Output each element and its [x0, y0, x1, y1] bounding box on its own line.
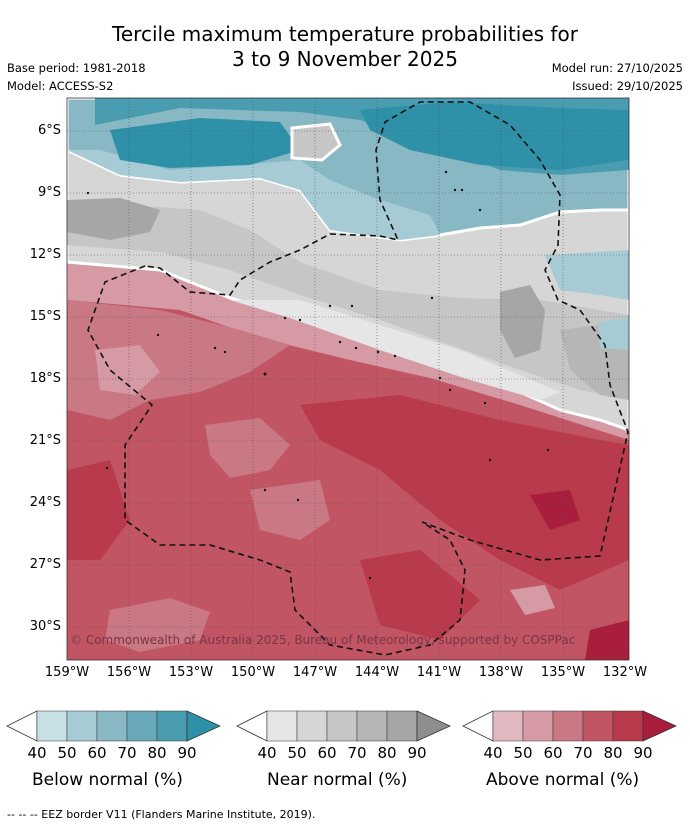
map-field [67, 98, 629, 660]
above-light-patch-west [95, 345, 160, 395]
islands [86, 170, 550, 580]
lon-label: 132°W [602, 665, 648, 680]
tick-label: 40 [257, 744, 277, 762]
near-dark-patch-2 [500, 285, 545, 358]
map-title: Tercile maximum temperature probabilitie… [0, 22, 690, 72]
lon-label: 144°W [354, 665, 400, 680]
colorbar-below-normal [6, 710, 221, 742]
meta-left: Base period: 1981-2018 Model: ACCESS-S2 [7, 59, 146, 95]
tick-label: 60 [87, 744, 107, 762]
legend-title: Above normal (%) [486, 770, 640, 790]
lon-label: 135°W [540, 665, 586, 680]
near-mid-band [67, 205, 629, 400]
above-darkest-patch-1 [530, 490, 580, 530]
lon-label: 153°W [168, 665, 214, 680]
above-darkest-patch-2 [585, 620, 629, 660]
tick-label: 80 [377, 744, 397, 762]
lat-label: 30°S [29, 619, 61, 634]
lon-label: 141°W [416, 665, 462, 680]
lat-label: 15°S [29, 309, 61, 324]
tick-label: 80 [147, 744, 167, 762]
probability-map [66, 97, 630, 661]
below-light-patch-east [545, 250, 629, 300]
lat-label: 24°S [29, 495, 61, 510]
eez-footnote: -- -- -- EEZ border V11 (Flanders Marine… [7, 808, 316, 821]
legend-title: Below normal (%) [32, 770, 183, 790]
eez-border-french-polynesia [87, 101, 629, 656]
lon-label: 147°W [292, 665, 338, 680]
near-light-patch [230, 300, 560, 400]
legend-below-normal: 40 50 60 70 80 90 Below normal (%) [6, 708, 222, 790]
tick-label: 70 [573, 744, 593, 762]
tick-label: 60 [317, 744, 337, 762]
map-title-line1: Tercile maximum temperature probabilitie… [112, 22, 578, 46]
map-title-line2: 3 to 9 November 2025 [232, 47, 458, 71]
tick-label: 90 [177, 744, 197, 762]
copyright-notice: © Commonwealth of Australia 2025, Bureau… [70, 633, 576, 647]
lat-label: 12°S [29, 247, 61, 262]
lat-label: 6°S [37, 123, 61, 138]
above-dark-patch-south [360, 550, 480, 640]
legend-title: Near normal (%) [267, 770, 408, 790]
map-gridlines [67, 98, 629, 660]
near-dark-patch-1 [67, 198, 160, 240]
tick-label: 50 [57, 744, 77, 762]
above-mid-patch-4 [105, 598, 210, 652]
colorbar-above-normal [462, 710, 677, 742]
map-frame [66, 97, 630, 661]
near-patch-in-below [290, 122, 342, 162]
lon-label: 138°W [478, 665, 524, 680]
model-run-text: Model run: 27/10/2025 [551, 61, 683, 75]
lon-label: 159°W [44, 665, 90, 680]
below-darkest-core [110, 118, 300, 168]
tick-label: 40 [27, 744, 47, 762]
lon-label: 156°W [106, 665, 152, 680]
above-mid-patch-2 [205, 418, 290, 478]
above-light-band [67, 262, 629, 440]
lat-label: 9°S [37, 185, 61, 200]
lat-label: 18°S [29, 371, 61, 386]
meta-right: Model run: 27/10/2025 Issued: 29/10/2025 [552, 59, 683, 95]
above-dark-patch-southwest [67, 460, 130, 560]
lat-label: 21°S [29, 433, 61, 448]
lat-label: 27°S [29, 557, 61, 572]
below-darkest-core-east [360, 102, 629, 170]
tick-label: 90 [407, 744, 427, 762]
tick-label: 70 [117, 744, 137, 762]
eez-borders [87, 101, 629, 656]
base-period-text: Base period: 1981-2018 [7, 61, 146, 75]
tick-label: 90 [633, 744, 653, 762]
lon-label: 150°W [230, 665, 276, 680]
tick-label: 50 [287, 744, 307, 762]
above-mid-patch-3 [250, 480, 330, 540]
legend-above-normal: 40 50 60 70 80 90 Above normal (%) [462, 708, 678, 790]
colorbar-near-normal [236, 710, 451, 742]
tick-label: 80 [603, 744, 623, 762]
issued-text: Issued: 29/10/2025 [572, 79, 683, 93]
tick-label: 50 [513, 744, 533, 762]
above-dark-band-east [300, 395, 629, 590]
tick-label: 40 [483, 744, 503, 762]
below-light-band [67, 150, 440, 240]
tick-label: 70 [347, 744, 367, 762]
legend-near-normal: 40 50 60 70 80 90 Near normal (%) [236, 708, 452, 790]
model-text: Model: ACCESS-S2 [7, 79, 114, 93]
above-light-patch-south [510, 585, 555, 615]
tick-label: 60 [543, 744, 563, 762]
below-light-patch-southeast [598, 318, 629, 350]
